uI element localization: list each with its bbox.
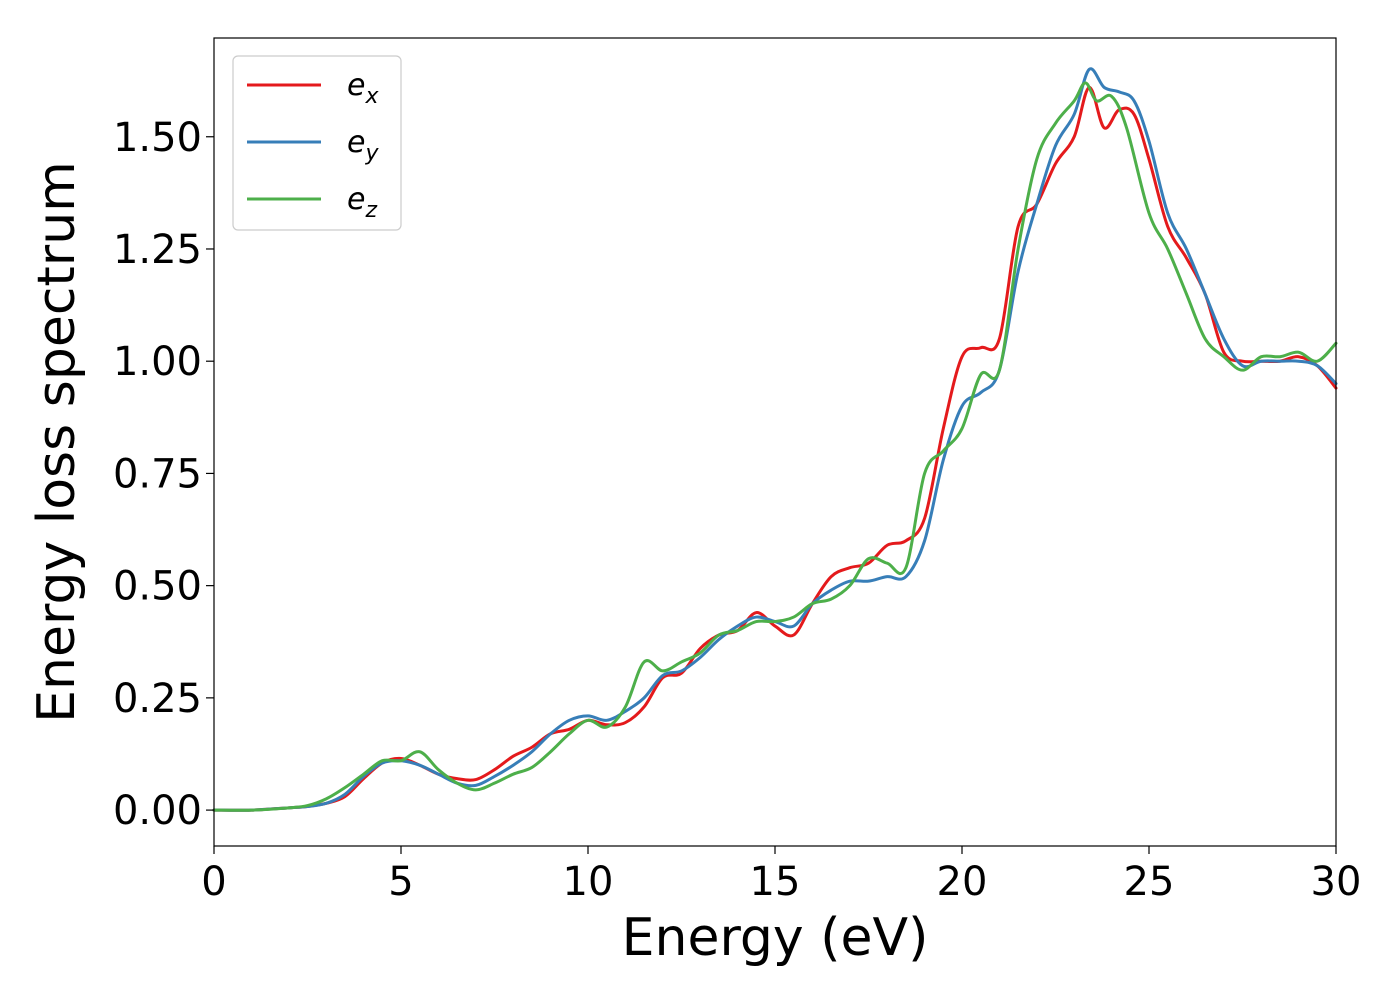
series-line-z: [212, 81, 1338, 812]
legend-label-y: ey: [347, 125, 379, 166]
x-tick-label: 10: [563, 859, 614, 905]
legend-label-subscript: y: [364, 141, 379, 166]
legend-label-base: e: [347, 68, 365, 103]
y-tick-label: 0.00: [113, 788, 202, 834]
legend-label-base: e: [347, 125, 365, 160]
y-tick-label: 1.25: [113, 227, 202, 273]
x-axis: 0 5 10 15 20 25 30: [201, 846, 1361, 905]
x-tick-label: 15: [750, 859, 801, 905]
y-tick-label: 0.50: [113, 564, 202, 610]
legend-label-x: ex: [347, 68, 379, 109]
legend-label-z: ez: [347, 182, 377, 223]
legend-label-subscript: x: [364, 84, 379, 109]
legend-label-base: e: [347, 182, 365, 217]
x-tick-label: 20: [937, 859, 988, 905]
series-layer: [212, 67, 1338, 812]
y-tick-label: 1.00: [113, 339, 202, 385]
y-tick-label: 0.25: [113, 676, 202, 722]
x-axis-title: Energy (eV): [622, 908, 929, 968]
legend-label-subscript: z: [364, 198, 377, 223]
x-tick-label: 0: [201, 859, 226, 905]
x-tick-label: 5: [388, 859, 413, 905]
y-axis: 0.00 0.25 0.50 0.75 1.00 1.25 1.50: [113, 115, 214, 834]
x-tick-label: 25: [1124, 859, 1175, 905]
y-tick-label: 0.75: [113, 451, 202, 497]
y-tick-label: 1.50: [113, 115, 202, 161]
x-tick-label: 30: [1311, 859, 1362, 905]
y-axis-title: Energy loss spectrum: [27, 161, 87, 723]
